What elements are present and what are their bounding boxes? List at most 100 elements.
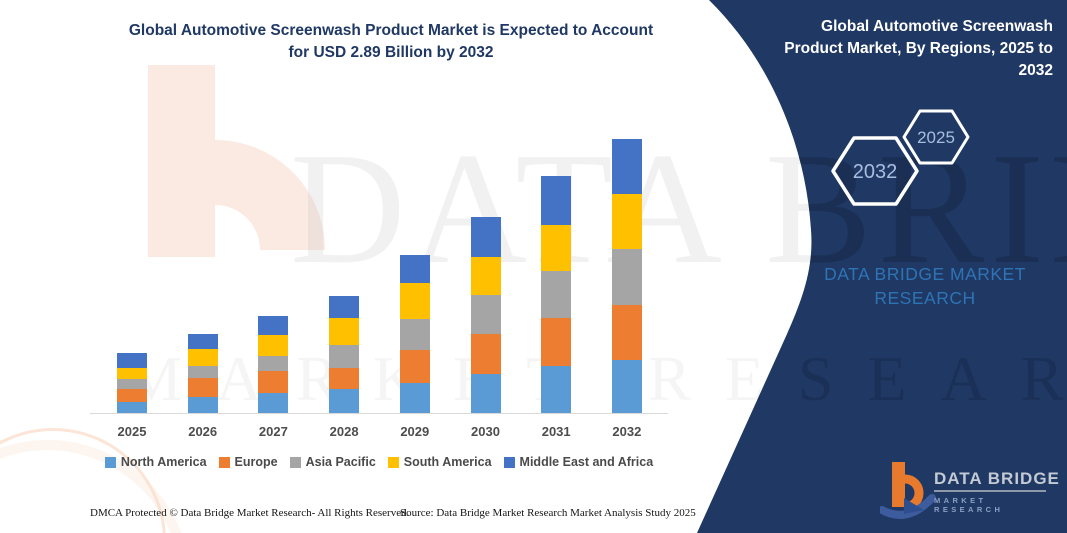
bar-segment-middle-east-and-africa bbox=[541, 176, 572, 226]
x-axis-label-2025: 2025 bbox=[117, 424, 147, 439]
chart-legend: North America Europe Asia Pacific South Ame… bbox=[88, 455, 670, 469]
x-axis-label-2026: 2026 bbox=[188, 424, 218, 439]
bar-segment-middle-east-and-africa bbox=[187, 334, 218, 349]
bar-segment-europe bbox=[541, 318, 572, 366]
data-bridge-logo: DATA BRIDGE MARKET RESEARCH bbox=[876, 456, 1061, 528]
source-note: Source: Data Bridge Market Research Mark… bbox=[400, 507, 696, 519]
chart-title-line1: Global Automotive Screenwash Product Mar… bbox=[128, 22, 654, 39]
panel-title-line1: Global Automotive Screenwash bbox=[821, 18, 1053, 35]
stacked-bar-2026 bbox=[187, 334, 218, 413]
bar-segment-asia-pacific bbox=[611, 249, 642, 305]
hexagon-2032-icon bbox=[831, 136, 919, 206]
hexagon-2025-label: 2025 bbox=[917, 128, 955, 147]
bar-segment-north-america bbox=[611, 359, 642, 413]
legend-swatch-icon bbox=[387, 456, 399, 468]
bar-segment-north-america bbox=[329, 389, 360, 413]
stacked-bar-2031 bbox=[541, 176, 572, 413]
bar-segment-north-america bbox=[187, 396, 218, 413]
legend-swatch-icon bbox=[289, 456, 301, 468]
bar-segment-europe bbox=[611, 304, 642, 360]
brand-text-line1: DATA BRIDGE MARKET bbox=[824, 264, 1026, 284]
bar-segment-asia-pacific bbox=[258, 356, 289, 372]
x-axis-label-2030: 2030 bbox=[471, 424, 500, 439]
bar-segment-south-america bbox=[611, 194, 642, 250]
legend-swatch-icon bbox=[503, 456, 515, 468]
hexagon-2025-icon bbox=[902, 109, 970, 165]
stacked-bar-2032 bbox=[611, 139, 642, 413]
logo-subtitle: MARKET RESEARCH bbox=[934, 496, 1004, 514]
bar-segment-asia-pacific bbox=[541, 270, 572, 319]
logo-underline bbox=[934, 490, 1046, 492]
bar-segment-north-america bbox=[117, 401, 147, 413]
bar-segment-asia-pacific bbox=[470, 294, 501, 335]
panel-title-line3: 2032 bbox=[1018, 62, 1053, 79]
legend-label: Europe bbox=[234, 455, 278, 469]
legend-label: Middle East and Africa bbox=[519, 455, 654, 469]
x-axis-label-2029: 2029 bbox=[400, 424, 430, 439]
bar-segment-middle-east-and-africa bbox=[611, 139, 642, 195]
legend-item-south-america: South America bbox=[387, 455, 492, 469]
bar-segment-asia-pacific bbox=[399, 319, 430, 350]
bar-segment-europe bbox=[258, 371, 289, 394]
x-axis-line bbox=[90, 413, 668, 414]
bar-segment-middle-east-and-africa bbox=[117, 353, 147, 368]
bar-segment-south-america bbox=[541, 225, 572, 271]
bar-segment-middle-east-and-africa bbox=[329, 296, 360, 319]
dmca-notice: DMCA Protected © Data Bridge Market Rese… bbox=[90, 507, 410, 519]
panel-title-line2: Product Market, By Regions, 2025 to bbox=[784, 40, 1053, 57]
bar-segment-north-america bbox=[399, 382, 430, 413]
bar-segment-south-america bbox=[329, 318, 360, 345]
bar-segment-asia-pacific bbox=[187, 365, 218, 378]
bar-segment-asia-pacific bbox=[117, 378, 147, 390]
bar-segment-south-america bbox=[117, 367, 147, 379]
x-axis-label-2028: 2028 bbox=[329, 424, 359, 439]
legend-item-north-america: North America bbox=[104, 455, 207, 469]
bar-segment-europe bbox=[187, 377, 218, 397]
bar-segment-europe bbox=[470, 334, 501, 375]
x-axis-label-2031: 2031 bbox=[541, 424, 571, 439]
bar-segment-south-america bbox=[470, 256, 501, 295]
legend-item-asia-pacific: Asia Pacific bbox=[289, 455, 376, 469]
brand-text: DATA BRIDGE MARKET RESEARCH bbox=[795, 262, 1055, 310]
legend-label: South America bbox=[403, 455, 492, 469]
hexagon-2032-label: 2032 bbox=[853, 161, 898, 183]
legend-label: Asia Pacific bbox=[305, 455, 376, 469]
bar-segment-europe bbox=[329, 367, 360, 390]
bar-segment-north-america bbox=[258, 393, 289, 413]
stacked-bar-2028 bbox=[329, 296, 360, 413]
legend-swatch-icon bbox=[104, 456, 116, 468]
navy-panel-shape bbox=[697, 0, 1067, 533]
pale-logo-b-watermark bbox=[148, 65, 325, 257]
stacked-bar-2030 bbox=[470, 216, 501, 413]
bar-segment-middle-east-and-africa bbox=[399, 254, 430, 284]
bar-segment-middle-east-and-africa bbox=[470, 216, 501, 257]
legend-swatch-icon bbox=[218, 456, 230, 468]
bar-segment-north-america bbox=[470, 374, 501, 413]
logo-title: DATA BRIDGE bbox=[934, 469, 1060, 488]
legend-item-middle-east-and-africa: Middle East and Africa bbox=[503, 455, 654, 469]
chart-title-line2: for USD 2.89 Billion by 2032 bbox=[288, 44, 494, 61]
stacked-bar-2025 bbox=[117, 353, 147, 413]
bar-segment-south-america bbox=[399, 283, 430, 320]
stacked-bar-2027 bbox=[258, 316, 289, 413]
panel-title: Global Automotive Screenwash Product Mar… bbox=[753, 16, 1053, 82]
x-axis-label-2032: 2032 bbox=[612, 424, 642, 439]
bar-segment-north-america bbox=[541, 365, 572, 413]
hexagon-year-badges: 2032 2025 bbox=[831, 109, 970, 206]
bar-segment-asia-pacific bbox=[329, 344, 360, 368]
x-axis-label-2027: 2027 bbox=[258, 424, 288, 439]
stacked-bar-2029 bbox=[399, 254, 430, 413]
bar-segment-south-america bbox=[187, 348, 218, 366]
bar-segment-europe bbox=[117, 389, 147, 402]
bar-segment-middle-east-and-africa bbox=[258, 316, 289, 336]
bar-segment-europe bbox=[399, 349, 430, 383]
data-bridge-b-icon bbox=[880, 462, 936, 519]
chart-title: Global Automotive Screenwash Product Mar… bbox=[95, 20, 687, 64]
legend-label: North America bbox=[120, 455, 207, 469]
brand-text-line2: RESEARCH bbox=[874, 288, 976, 308]
bar-segment-south-america bbox=[258, 335, 289, 357]
legend-item-europe: Europe bbox=[218, 455, 278, 469]
